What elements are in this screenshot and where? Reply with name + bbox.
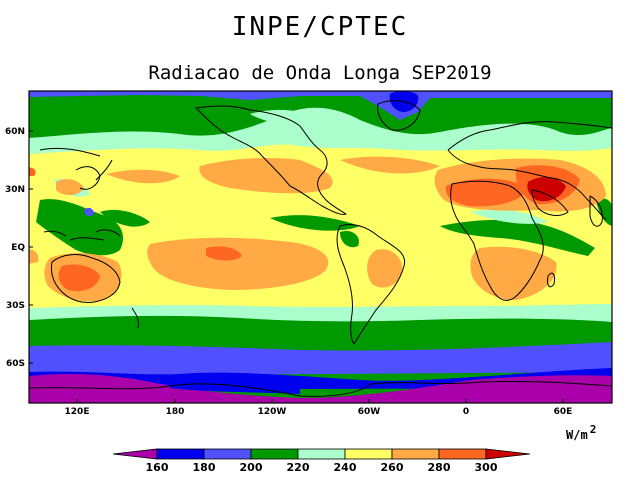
colorbar-label: 280 [428, 461, 451, 474]
colorbar-swatch [250, 448, 299, 460]
lat-tick-label: 60S [6, 359, 25, 369]
colorbar-swatch [112, 448, 158, 460]
lat-tick-label: 60N [5, 127, 25, 137]
longitude-axis: 120E 180 120W 60W 0 60E [65, 399, 573, 417]
colorbar-label: 240 [334, 461, 357, 474]
colorbar-label: 180 [193, 461, 216, 474]
colorbar-label: 300 [475, 461, 498, 474]
lon-tick-label: 60E [554, 407, 573, 417]
colorbar-swatch [344, 448, 393, 460]
lon-tick-label: 120W [258, 407, 287, 417]
lat-tick-label: EQ [11, 243, 25, 253]
colorbar-swatch [203, 448, 252, 460]
lon-tick-label: 60W [358, 407, 381, 417]
colorbar-label: 220 [287, 461, 310, 474]
colorbar-swatch [297, 448, 346, 460]
colorbar-swatch [485, 448, 531, 460]
colorbar-swatch [391, 448, 440, 460]
colorbar-label: 260 [381, 461, 404, 474]
colorbar-swatch [438, 448, 487, 460]
colorbar-label: 200 [240, 461, 263, 474]
lon-tick-label: 0 [463, 407, 469, 417]
lon-tick-label: 120E [65, 407, 90, 417]
olr-field [29, 91, 612, 403]
lat-tick-label: 30N [5, 185, 25, 195]
colorbar-swatch [156, 448, 205, 460]
lon-tick-label: 180 [166, 407, 185, 417]
organization-title: INPE/CPTEC [231, 12, 409, 42]
colorbar: 160 180 200 220 240 260 280 300 [112, 448, 531, 474]
coastlines [29, 100, 612, 397]
latitude-axis: 60N 30N EQ 30S 60S [5, 127, 33, 369]
lat-tick-label: 30S [6, 301, 25, 311]
unit-label: W/m 2 [566, 423, 597, 442]
map-title: Radiacao de Onda Longa SEP2019 [148, 62, 492, 84]
colorbar-label: 160 [146, 461, 169, 474]
